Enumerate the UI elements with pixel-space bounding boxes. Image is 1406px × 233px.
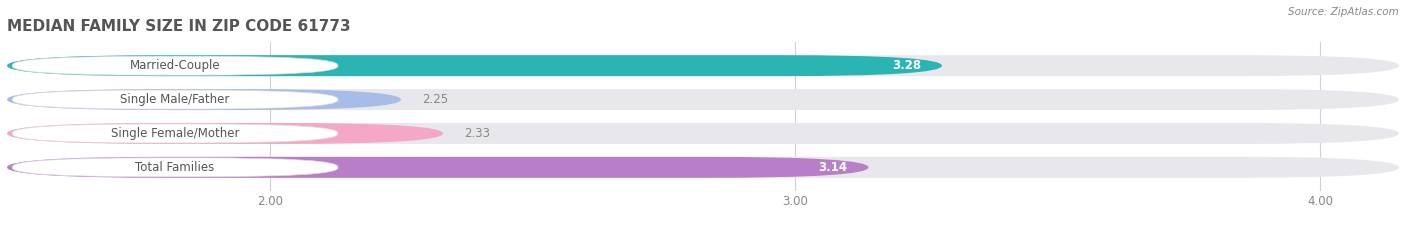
- Text: MEDIAN FAMILY SIZE IN ZIP CODE 61773: MEDIAN FAMILY SIZE IN ZIP CODE 61773: [7, 19, 350, 34]
- FancyBboxPatch shape: [13, 56, 337, 75]
- FancyBboxPatch shape: [7, 157, 1399, 178]
- Text: 3.14: 3.14: [818, 161, 848, 174]
- FancyBboxPatch shape: [7, 123, 443, 144]
- FancyBboxPatch shape: [13, 158, 337, 177]
- Text: Single Male/Father: Single Male/Father: [121, 93, 229, 106]
- Text: Single Female/Mother: Single Female/Mother: [111, 127, 239, 140]
- FancyBboxPatch shape: [13, 90, 337, 109]
- FancyBboxPatch shape: [7, 89, 401, 110]
- FancyBboxPatch shape: [7, 55, 1399, 76]
- FancyBboxPatch shape: [7, 55, 942, 76]
- Text: 3.28: 3.28: [891, 59, 921, 72]
- Text: 2.25: 2.25: [422, 93, 449, 106]
- FancyBboxPatch shape: [7, 89, 1399, 110]
- Text: 2.33: 2.33: [464, 127, 491, 140]
- Text: Total Families: Total Families: [135, 161, 215, 174]
- FancyBboxPatch shape: [7, 123, 1399, 144]
- FancyBboxPatch shape: [7, 157, 869, 178]
- FancyBboxPatch shape: [13, 124, 337, 143]
- Text: Married-Couple: Married-Couple: [129, 59, 221, 72]
- Text: Source: ZipAtlas.com: Source: ZipAtlas.com: [1288, 7, 1399, 17]
